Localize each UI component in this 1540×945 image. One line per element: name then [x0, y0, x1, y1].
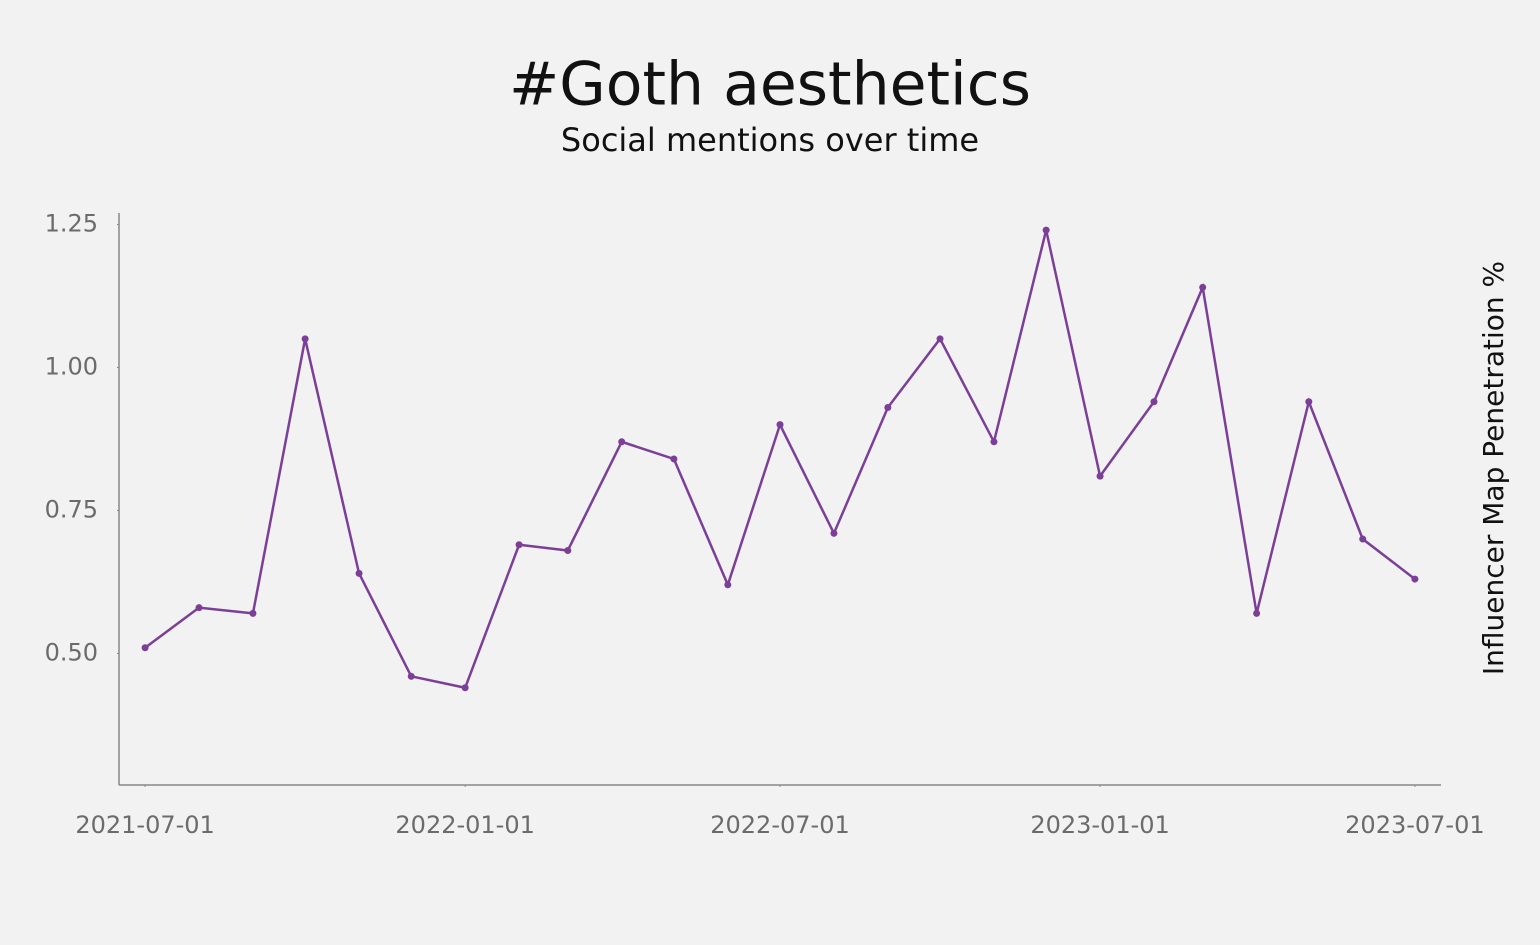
- x-tick-label: 2021-07-01: [75, 811, 214, 839]
- data-point: [141, 644, 149, 652]
- x-tick-label: 2023-01-01: [1030, 811, 1169, 839]
- x-tick-label: 2022-07-01: [710, 811, 849, 839]
- data-point: [1253, 609, 1261, 617]
- data-point: [1042, 226, 1050, 234]
- data-point: [249, 609, 257, 617]
- y-tick-label: 0.75: [45, 495, 98, 523]
- data-point: [564, 546, 572, 554]
- data-line: [144, 229, 1416, 690]
- data-point: [1411, 575, 1419, 583]
- data-point: [1359, 535, 1367, 543]
- data-point: [355, 569, 363, 577]
- data-point: [618, 438, 626, 446]
- data-point: [830, 529, 838, 537]
- data-point: [461, 684, 469, 692]
- x-tick-label: 2023-07-01: [1345, 811, 1484, 839]
- data-point: [884, 403, 892, 411]
- data-point: [1150, 398, 1158, 406]
- data-point: [936, 335, 944, 343]
- data-point: [407, 672, 415, 680]
- y-tick-label: 0.50: [45, 638, 98, 666]
- data-point: [776, 421, 784, 429]
- x-tick-label: 2022-01-01: [395, 811, 534, 839]
- data-point: [195, 604, 203, 612]
- data-point: [670, 455, 678, 463]
- data-point: [515, 541, 523, 549]
- y-tick-label: 1.25: [45, 209, 98, 237]
- y-tick-label: 1.00: [45, 352, 98, 380]
- data-point: [301, 335, 309, 343]
- data-point: [1096, 472, 1104, 480]
- y-axis-label: Influencer Map Penetration %: [1477, 261, 1510, 675]
- data-point: [724, 581, 732, 589]
- chart-title: #Goth aesthetics: [509, 50, 1031, 120]
- data-point: [1305, 398, 1313, 406]
- chart-subtitle: Social mentions over time: [561, 121, 979, 159]
- data-point: [1199, 283, 1207, 291]
- data-point: [990, 438, 998, 446]
